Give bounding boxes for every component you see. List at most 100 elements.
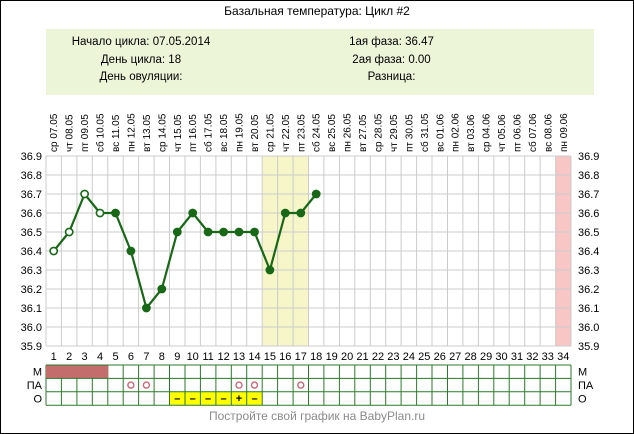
date-header: пн 26.05 [343, 113, 354, 152]
day-number: 7 [143, 351, 149, 363]
menstruation-cell [46, 365, 62, 379]
date-header: вс 08.06 [543, 114, 554, 152]
intercourse-mark [142, 381, 151, 389]
cycle-start-label: Начало цикла: [71, 36, 150, 48]
day-number: 19 [326, 351, 338, 363]
temp-point [126, 246, 136, 256]
phase2-line: 2ая фаза: 0.00 [309, 52, 474, 70]
temp-point [296, 208, 306, 218]
date-header: вс 18.05 [219, 114, 230, 152]
temp-point-open [80, 189, 89, 199]
date-header: пт 23.05 [296, 114, 307, 152]
day-number: 4 [97, 351, 103, 363]
y-axis-label-left: 36.5 [21, 227, 42, 239]
difference-line: Разница: [309, 69, 474, 87]
temp-point [111, 208, 120, 218]
ovulation-day-label: День овуляции: [99, 71, 183, 83]
row-label-left-м: М [33, 367, 42, 379]
day-number: 11 [202, 351, 213, 363]
phase2-label: 2ая фаза: [352, 53, 406, 66]
date-header: вс 25.05 [327, 114, 338, 152]
y-axis-label-left: 36.7 [21, 189, 42, 201]
date-header: пн 19.05 [235, 113, 246, 152]
day-number: 21 [356, 351, 368, 363]
ovulation-day-line: День овуляции: [46, 69, 236, 87]
y-axis-label-left: 36.6 [21, 208, 42, 220]
phase2-value: 0.00 [408, 53, 431, 66]
temp-point [219, 227, 228, 237]
day-number: 27 [449, 351, 461, 363]
day-number: 2 [66, 351, 72, 363]
temp-point [172, 227, 182, 237]
temp-point [157, 284, 167, 294]
date-header: сб 07.06 [527, 113, 539, 152]
y-axis-label-right: 36.3 [578, 265, 599, 277]
day-number: 10 [187, 351, 199, 363]
temp-point [311, 189, 321, 199]
cycle-day-value: 18 [168, 53, 182, 66]
date-header: вс 11.05 [111, 114, 122, 152]
day-number: 18 [310, 351, 322, 363]
date-header: чт 05.06 [497, 114, 508, 152]
day-number: 25 [418, 351, 430, 363]
date-header: ср 07.05 [49, 113, 60, 152]
y-axis-label-left: 36.9 [21, 151, 42, 163]
temp-point [280, 208, 290, 218]
y-axis-label-right: 36.8 [578, 170, 599, 182]
date-header: пн 09.06 [559, 113, 570, 152]
date-header: чт 08.05 [65, 114, 76, 152]
date-header: пт 09.05 [80, 114, 91, 152]
cycle-start-line: Начало цикла: 07.05.2014 [46, 34, 236, 52]
ovu-test-cell [215, 391, 232, 406]
date-header: вт 27.05 [358, 114, 369, 152]
row-label-right-о: О [578, 393, 587, 405]
menstruation-cell [92, 365, 109, 379]
date-header: сб 17.05 [203, 113, 215, 152]
temp-point [188, 208, 198, 218]
date-header: вт 03.06 [466, 114, 477, 152]
ovu-test-mark: – [205, 393, 211, 405]
day-number: 15 [264, 351, 276, 363]
ovu-test-mark: – [221, 393, 227, 405]
y-axis-label-right: 36.7 [578, 189, 599, 201]
ovu-test-cell [231, 391, 247, 406]
date-header: сб 24.05 [311, 113, 323, 152]
footer-credit: Постройте свой график на BabyPlan.ru [208, 409, 426, 423]
menstruation-cell [61, 365, 78, 379]
cycle-info-right: 1ая фаза: 36.47 2ая фаза: 0.00 Разница: [309, 34, 474, 87]
y-axis-label-right: 36.4 [578, 246, 599, 258]
date-header: сб 10.05 [95, 113, 107, 152]
date-header: чт 29.05 [389, 114, 400, 152]
date-header: ср 28.05 [374, 113, 385, 152]
date-header: ср 04.06 [482, 113, 493, 152]
difference-label: Разница: [367, 71, 416, 83]
day-number: 1 [51, 351, 57, 363]
cycle-day-line: День цикла: 18 [46, 52, 236, 70]
day-number: 12 [217, 351, 229, 363]
temp-point [203, 227, 213, 237]
intercourse-mark [235, 381, 243, 389]
y-axis-label-right: 36.1 [578, 303, 599, 315]
y-axis-label-left: 36.4 [21, 246, 42, 258]
intercourse-mark [297, 381, 305, 389]
date-header: чт 15.05 [173, 114, 184, 152]
y-axis-label-right: 36.0 [578, 322, 599, 334]
temp-point [265, 265, 275, 275]
temp-point [234, 227, 244, 237]
cycle-start-value: 07.05.2014 [152, 36, 211, 48]
y-axis-label-right: 35.9 [578, 341, 599, 353]
day-number: 33 [542, 351, 554, 363]
day-number: 16 [279, 351, 291, 363]
date-header: пт 06.06 [513, 114, 524, 152]
phase1-label: 1ая фаза: [349, 36, 402, 48]
date-header: сб 31.05 [419, 113, 431, 152]
row-label-right-м: М [578, 367, 587, 379]
day-number: 31 [511, 351, 523, 363]
day-number: 6 [128, 351, 134, 363]
temp-point-open [64, 227, 74, 237]
phase1-line: 1ая фаза: 36.47 [309, 34, 474, 52]
row-label-left-па: ПА [27, 380, 43, 392]
temp-point [250, 227, 259, 237]
